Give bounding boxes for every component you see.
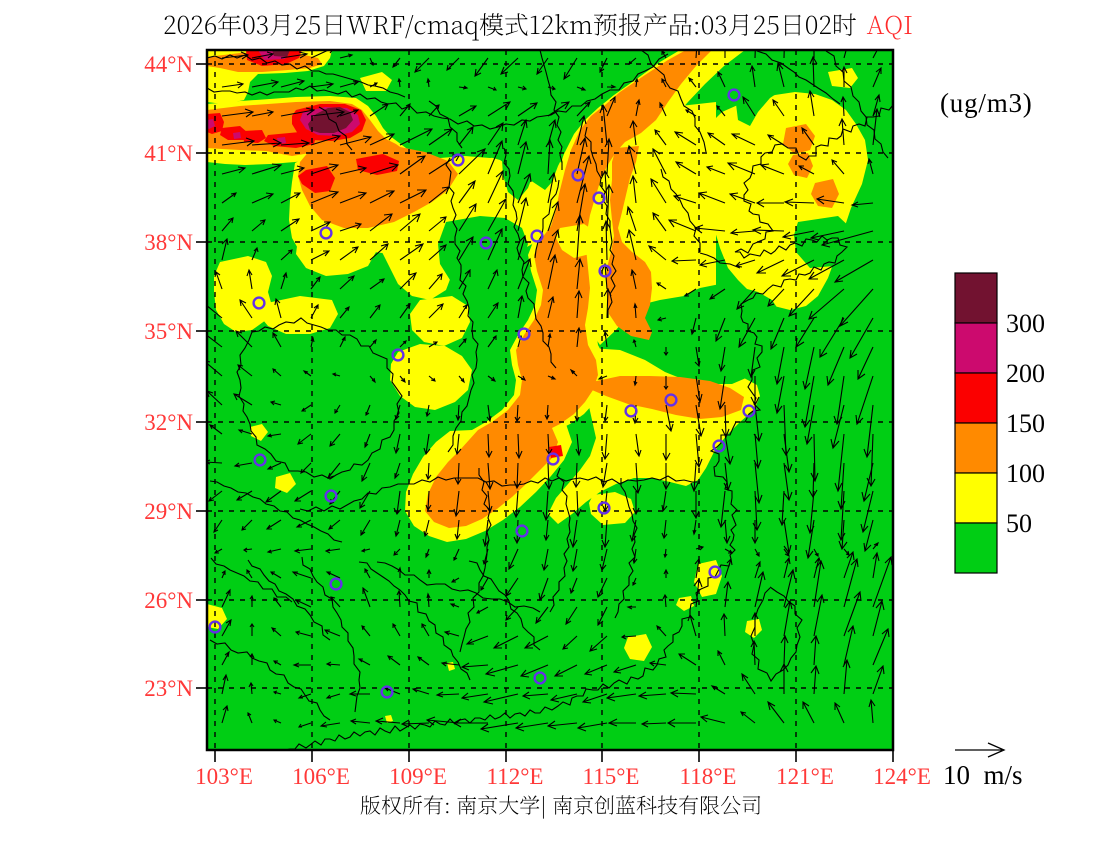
svg-text:29°N: 29°N xyxy=(144,499,193,524)
svg-text:300: 300 xyxy=(1006,309,1045,338)
svg-text:44°N: 44°N xyxy=(144,52,193,77)
svg-text:115°E: 115°E xyxy=(583,764,640,789)
svg-text:23°N: 23°N xyxy=(144,676,193,701)
svg-text:106°E: 106°E xyxy=(292,764,350,789)
svg-text:112°E: 112°E xyxy=(487,764,544,789)
svg-text:121°E: 121°E xyxy=(776,764,834,789)
svg-text:150: 150 xyxy=(1006,409,1045,438)
svg-text:35°N: 35°N xyxy=(144,319,193,344)
svg-text:109°E: 109°E xyxy=(389,764,447,789)
svg-text:10 m/s: 10 m/s xyxy=(943,760,1023,790)
svg-text:41°N: 41°N xyxy=(144,141,193,166)
svg-text:26°N: 26°N xyxy=(144,588,193,613)
svg-text:118°E: 118°E xyxy=(680,764,737,789)
svg-text:103°E: 103°E xyxy=(195,764,253,789)
svg-text:200: 200 xyxy=(1006,359,1045,388)
svg-text:38°N: 38°N xyxy=(144,230,193,255)
svg-text:50: 50 xyxy=(1006,509,1032,538)
svg-text:124°E: 124°E xyxy=(873,764,931,789)
svg-text:(ug/m3): (ug/m3) xyxy=(940,88,1033,118)
svg-text:32°N: 32°N xyxy=(144,410,193,435)
svg-text:100: 100 xyxy=(1006,459,1045,488)
